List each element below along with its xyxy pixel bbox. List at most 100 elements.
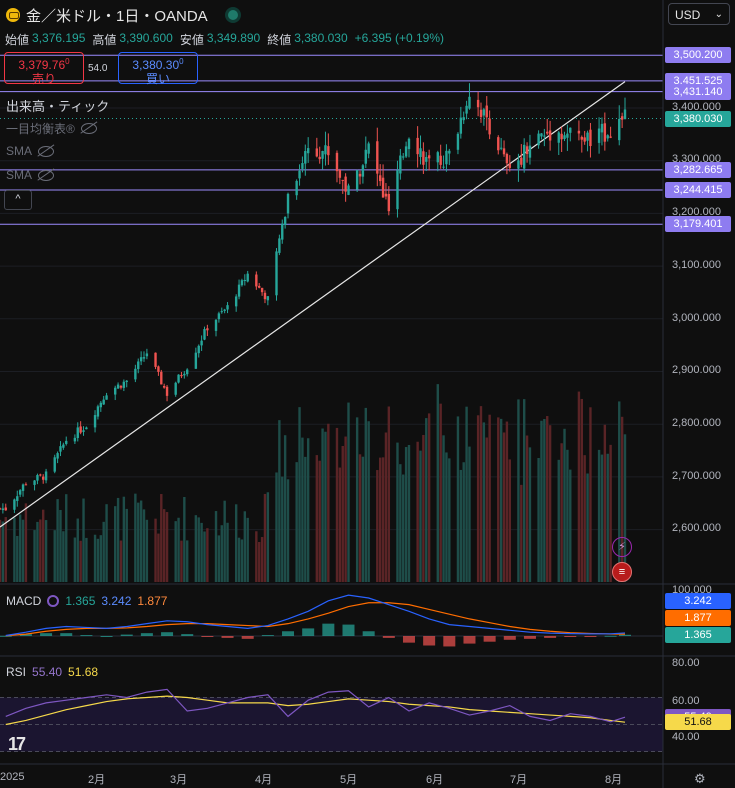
horizontal-levels [0, 54, 663, 225]
volume-bar [306, 438, 310, 582]
time-axis-label: 2月 [88, 774, 106, 786]
macd-legend[interactable]: MACD 1.365 3.242 1.877 [6, 594, 167, 608]
candle-body [606, 135, 609, 139]
candle-body [154, 352, 157, 367]
symbol-name: 金／米ドル・1日・OANDA [26, 7, 208, 25]
volume-label: 出来高・ティック [6, 99, 110, 114]
volume-bar [105, 504, 108, 582]
volume-bar [580, 398, 583, 582]
volume-bar [298, 407, 301, 582]
sma2-indicator-label[interactable]: SMA [6, 168, 55, 182]
candle-body [583, 137, 586, 142]
candle-body [214, 319, 218, 331]
volume-bar [76, 518, 79, 582]
gold-coin-icon [6, 8, 20, 22]
candle-body [258, 285, 261, 288]
level-price-tag[interactable]: 3,179.401 [665, 216, 731, 233]
level-price-tag[interactable]: 3,500.200 [665, 47, 731, 64]
ichimoku-indicator-label[interactable]: 一目均衡表® [6, 120, 97, 137]
volume-bar [93, 534, 97, 582]
candle-body [361, 165, 365, 177]
volume-bar [384, 432, 388, 582]
us-flag-icon[interactable]: ≡ [612, 562, 632, 582]
volume-bar [603, 424, 607, 582]
macd-histogram-bar [201, 636, 214, 637]
level-price-tag[interactable]: 3,282.665 [665, 161, 731, 178]
candle-body [609, 136, 612, 138]
volume-bars [0, 384, 627, 582]
level-price-tag[interactable]: 3,244.415 [665, 181, 731, 198]
tradingview-logo-icon[interactable]: 17 [8, 734, 26, 754]
hidden-eye-icon[interactable] [80, 123, 97, 134]
candle-body [301, 163, 304, 169]
volume-bar [520, 484, 523, 582]
volume-bar [139, 500, 143, 582]
volume-bar [53, 530, 56, 582]
candle-body [21, 484, 25, 491]
candle-body [327, 146, 330, 156]
volume-bar [439, 403, 442, 582]
candle-body [53, 457, 56, 472]
macd-histogram-bar [302, 628, 315, 636]
buy-price: 3,380.30 [132, 58, 180, 72]
gear-icon[interactable]: ⚙ [694, 771, 706, 786]
volume-bar [197, 517, 200, 582]
buy-button[interactable]: 3,380.300 買い [118, 52, 198, 86]
volume-bar [479, 406, 483, 582]
volume-bar [44, 520, 48, 582]
macd-histogram-bar [0, 635, 12, 637]
hidden-eye-icon[interactable] [38, 145, 55, 157]
symbol-title[interactable]: 金／米ドル・1日・OANDA [6, 5, 238, 25]
price-axis-label: 3,000.000 [672, 312, 721, 324]
candle-body [419, 148, 422, 157]
candle-body [139, 357, 143, 362]
macd-histogram-bar [100, 636, 113, 637]
collapse-legend-button[interactable]: ^ [4, 190, 32, 210]
macd-histogram-bar [619, 634, 631, 636]
candle-body [278, 238, 281, 253]
volume-bar [344, 436, 347, 582]
volume-bar [59, 509, 62, 582]
candle-body [546, 131, 549, 134]
volume-bar [583, 455, 586, 582]
candle-body [525, 146, 529, 155]
volume-bar [381, 457, 385, 582]
candle-body [16, 496, 19, 501]
sma1-indicator-label[interactable]: SMA [6, 144, 55, 158]
candle-body [548, 130, 552, 141]
hidden-eye-icon[interactable] [38, 169, 55, 181]
candle-body [442, 166, 445, 168]
volume-bar [281, 476, 284, 582]
candle-body [376, 141, 379, 174]
sell-button[interactable]: 3,379.760 売り [4, 52, 84, 86]
candle-body [537, 133, 540, 146]
volume-bar [378, 457, 382, 582]
currency-select[interactable]: USD ⌄ [668, 3, 730, 25]
rsi-band [0, 697, 663, 752]
macd-plot [0, 594, 663, 647]
candle-body [93, 415, 97, 428]
volume-indicator-label[interactable]: 出来高・ティック [6, 96, 109, 115]
candle-body [566, 133, 569, 138]
volume-bar [186, 540, 189, 582]
volume-bar [315, 455, 319, 582]
level-price-tag[interactable]: 3,431.140 [665, 83, 731, 100]
market-status-icon[interactable] [227, 10, 238, 20]
volume-bar [217, 535, 221, 582]
volume-bar [448, 458, 451, 582]
volume-bar [125, 508, 128, 582]
macd-histogram-bar [544, 636, 557, 638]
lightning-icon[interactable]: ⚡ [612, 537, 632, 557]
refresh-icon[interactable] [47, 595, 60, 607]
candle-body [194, 352, 198, 369]
macd-histogram-bar [282, 631, 295, 636]
macd-histogram-bar [120, 634, 133, 636]
rsi-legend[interactable]: RSI 55.40 51.68 [6, 665, 98, 679]
volume-bar [255, 531, 258, 582]
candle-body [174, 382, 177, 395]
candle-body [364, 149, 367, 164]
candle-body [623, 109, 627, 120]
ichimoku-mark: ® [66, 122, 75, 136]
last-price-tag[interactable]: 3,380.030 [665, 110, 731, 127]
